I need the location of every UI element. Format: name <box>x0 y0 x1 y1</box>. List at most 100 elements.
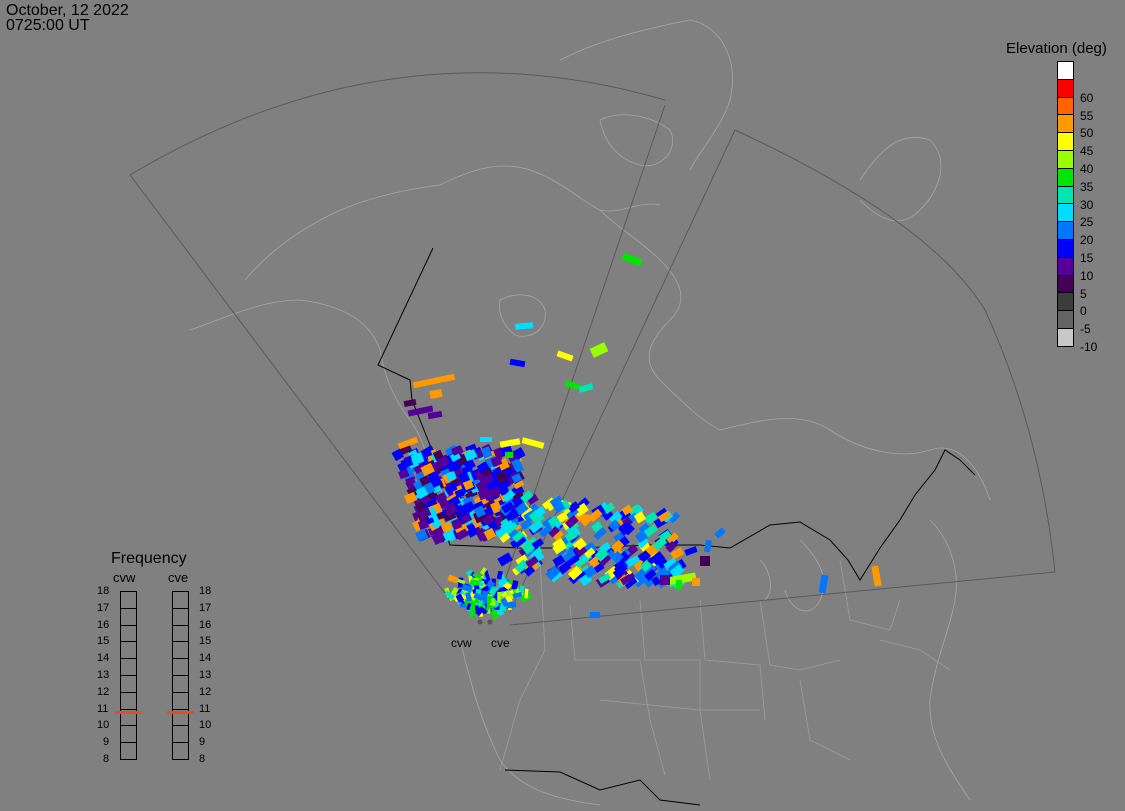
backscatter-cell <box>627 504 641 516</box>
backscatter-cell <box>417 519 430 530</box>
backscatter-cell <box>552 541 567 555</box>
backscatter-cell <box>429 389 443 399</box>
backscatter-cell <box>479 567 488 576</box>
backscatter-cell <box>650 551 666 566</box>
backscatter-cell <box>668 511 681 524</box>
backscatter-cell <box>521 437 545 449</box>
frequency-radar-cve: cve <box>168 570 189 585</box>
backscatter-cell <box>621 252 643 267</box>
backscatter-cell <box>473 505 486 518</box>
colorbar-label: 45 <box>1080 144 1094 159</box>
backscatter-cell <box>512 478 525 490</box>
colorbar-swatch <box>1057 150 1074 169</box>
backscatter-cell <box>481 590 489 601</box>
colorbar-swatch <box>1057 239 1074 258</box>
frequency-cell <box>120 658 137 676</box>
backscatter-cell <box>520 490 534 504</box>
backscatter-cell <box>533 506 547 518</box>
backscatter-cell <box>511 458 523 471</box>
frequency-label-left: 10 <box>97 719 110 732</box>
backscatter-cell <box>657 558 669 570</box>
colorbar-label: 35 <box>1080 179 1094 194</box>
backscatter-cell <box>704 539 712 553</box>
backscatter-cell <box>397 436 419 450</box>
backscatter-cell <box>552 554 566 567</box>
backscatter-cell <box>521 541 535 555</box>
backscatter-cell <box>478 585 490 595</box>
frequency-cell <box>172 607 189 626</box>
backscatter-cell <box>391 448 404 462</box>
backscatter-cell <box>551 528 564 541</box>
backscatter-cell <box>601 509 614 521</box>
backscatter-cell <box>432 449 444 461</box>
frequency-selected-marker <box>167 710 194 714</box>
backscatter-cell <box>431 531 446 545</box>
backscatter-cell <box>558 561 572 574</box>
frequency-label-right: 13 <box>199 669 212 681</box>
frequency-cell <box>172 742 189 760</box>
colorbar-swatch <box>1057 274 1074 294</box>
backscatter-cell <box>469 579 480 586</box>
backscatter-cell <box>524 588 529 599</box>
colorbar-swatch <box>1057 292 1074 312</box>
backscatter-cell <box>625 555 641 568</box>
backscatter-cell <box>531 538 544 549</box>
backscatter-cell <box>511 473 523 484</box>
frequency-cell <box>120 742 137 760</box>
time-label: 0725:00 UT <box>6 17 90 34</box>
frequency-label-left: 14 <box>97 652 110 665</box>
colorbar-swatch <box>1057 310 1074 329</box>
backscatter-cell <box>658 529 672 542</box>
colorbar-title: Elevation (deg) <box>1006 40 1107 57</box>
backscatter-cell <box>593 527 607 541</box>
backscatter-cell <box>548 526 560 538</box>
backscatter-cell <box>483 569 491 582</box>
backscatter-cell <box>549 494 563 507</box>
backscatter-cell <box>590 612 600 618</box>
backscatter-cell <box>500 597 510 608</box>
backscatter-cell <box>520 518 533 530</box>
backscatter-cell <box>490 455 503 468</box>
colorbar-label: 5 <box>1080 286 1087 301</box>
frequency-label-left: 13 <box>97 669 110 681</box>
backscatter-cell <box>574 556 587 569</box>
frequency-cell <box>120 624 137 643</box>
colorbar-swatch <box>1057 256 1074 276</box>
backscatter-cell <box>584 547 596 559</box>
backscatter-cell <box>692 578 700 586</box>
backscatter-cell <box>496 570 503 580</box>
backscatter-cell <box>497 552 513 567</box>
frequency-title: Frequency <box>111 550 187 567</box>
backscatter-cell <box>398 468 410 480</box>
colorbar-label: 15 <box>1080 251 1094 265</box>
colorbar-swatch <box>1057 96 1074 116</box>
backscatter-cell <box>463 459 476 471</box>
radar-site-markers <box>477 619 493 625</box>
backscatter-cell <box>407 405 434 417</box>
backscatter-cell <box>547 515 560 527</box>
backscatter-cell <box>512 530 525 543</box>
backscatter-cell <box>588 508 603 522</box>
radar-label-cvw: cvw <box>451 636 472 650</box>
backscatter-cell <box>444 590 455 600</box>
backscatter-cell <box>523 565 536 577</box>
backscatter-cells <box>391 252 882 620</box>
radar-site-cve <box>487 619 493 625</box>
backscatter-cell <box>594 547 609 562</box>
colorbar-label: 55 <box>1080 108 1094 123</box>
backscatter-cell <box>476 461 490 474</box>
backscatter-cell <box>444 482 458 494</box>
frequency-label-left: 15 <box>97 635 110 648</box>
frequency-label-left: 9 <box>103 736 110 749</box>
frequency-cell <box>172 691 189 710</box>
backscatter-cell <box>458 471 471 484</box>
backscatter-cell <box>415 529 429 542</box>
backscatter-cell <box>818 574 829 594</box>
backscatter-cell <box>526 493 539 506</box>
backscatter-cell <box>567 553 580 565</box>
backscatter-cell <box>502 489 516 503</box>
colorbar-label: 0 <box>1080 304 1087 319</box>
frequency-label-left: 12 <box>97 685 110 698</box>
frequency-label-right: 18 <box>199 585 212 597</box>
